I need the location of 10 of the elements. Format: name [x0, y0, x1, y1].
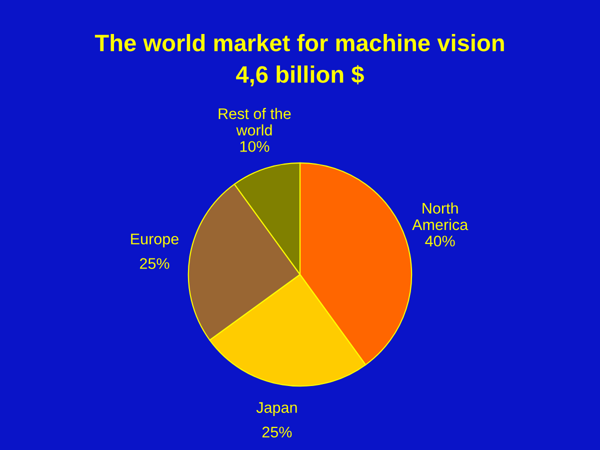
slice-label: Rest of the world: [218, 108, 291, 136]
chart-subtitle: 4,6 billion $: [236, 65, 364, 86]
data-label: 40%: [425, 236, 455, 246]
slice-label: North America: [412, 202, 468, 230]
slice-label: Europe: [131, 234, 178, 248]
data-label: 25%: [140, 258, 170, 269]
chart-title: The world market for machine vision: [94, 34, 504, 52]
data-label: 25%: [262, 426, 292, 438]
slice-label: Japan: [256, 402, 297, 416]
data-label: 10%: [240, 141, 270, 152]
